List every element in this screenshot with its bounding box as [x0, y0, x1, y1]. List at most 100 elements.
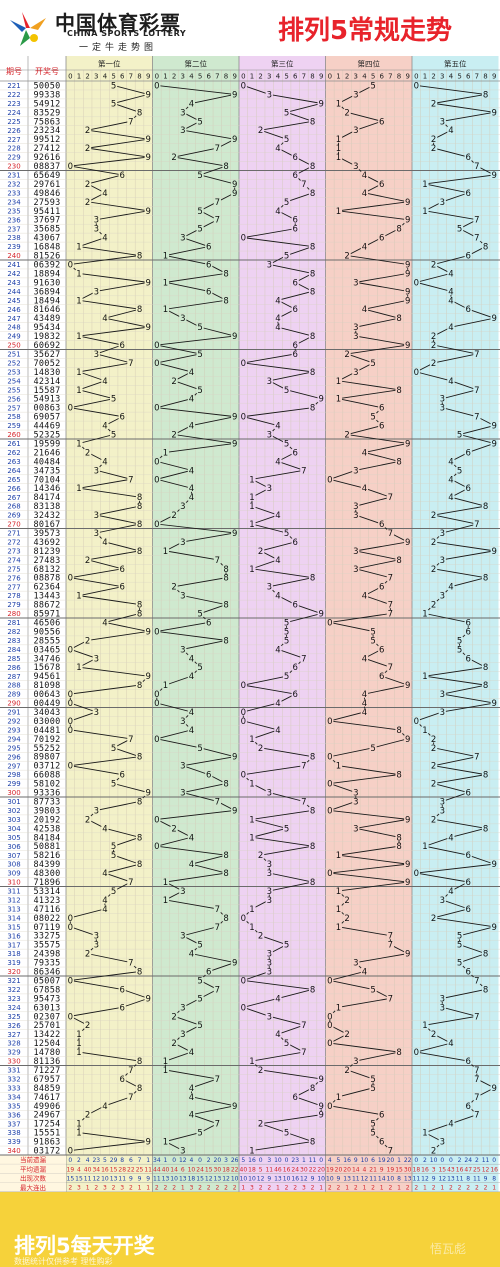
digit-marker: 4 [102, 896, 107, 906]
digit-marker: 5 [284, 627, 289, 637]
digit-marker: 3 [94, 466, 99, 476]
digit-marker-bg [291, 538, 299, 546]
stats-value: 10 [283, 1176, 291, 1183]
digit-marker-bg [369, 1129, 377, 1137]
digit-marker: 8 [223, 914, 228, 924]
digit-marker: 1 [76, 368, 81, 378]
digit-marker: 9 [405, 296, 410, 306]
digit-marker-bg [447, 126, 455, 134]
digit-marker: 9 [232, 90, 237, 100]
digit-marker: 9 [145, 789, 150, 799]
issue-number: 337 [7, 1120, 20, 1128]
digit-marker: 7 [474, 1066, 479, 1076]
digit-marker: 4 [275, 592, 280, 602]
stats-value: 2 [311, 1185, 315, 1192]
digit-marker-bg [404, 341, 412, 349]
digit-marker-bg [239, 708, 247, 716]
digit-marker: 5 [197, 207, 202, 217]
digit-marker-bg [395, 225, 403, 233]
digit-marker-bg [265, 788, 273, 797]
digit-marker: 5 [284, 439, 289, 449]
digit-marker-bg [308, 287, 317, 295]
stats-value: 20 [214, 1157, 222, 1164]
digit-marker-bg [300, 466, 308, 474]
draw-number: 94561 [33, 672, 60, 682]
digit-marker: 1 [249, 502, 254, 512]
issue-number: 236 [7, 216, 21, 224]
digit-marker: 5 [370, 627, 375, 637]
digit-marker-bg [430, 779, 438, 788]
digit-marker: 7 [474, 413, 479, 423]
digit-marker: 6 [293, 153, 298, 163]
digit-marker: 1 [336, 762, 341, 772]
digit-marker-bg [395, 726, 403, 734]
digit-marker: 4 [448, 457, 453, 467]
digit-marker-bg [455, 466, 464, 474]
stats-label: 平均遗漏 [20, 1164, 47, 1173]
digit-marker-bg [490, 108, 498, 116]
stats-value: 3 [120, 1185, 124, 1192]
stats-value: 1 [146, 1185, 150, 1192]
digit-marker-bg [109, 81, 118, 90]
digit-marker-bg [75, 1120, 83, 1128]
digit-marker: 9 [491, 439, 496, 449]
digit-marker: 1 [336, 887, 341, 897]
issue-column-background [0, 56, 66, 1192]
digit-marker: 2 [171, 431, 176, 441]
digit-marker-bg [490, 1084, 498, 1092]
digit-marker-bg [153, 842, 161, 850]
digit-marker: 5 [457, 431, 462, 441]
digit-marker-bg [196, 350, 204, 358]
digit-marker-bg [360, 690, 369, 698]
digit-marker: 2 [171, 1012, 176, 1022]
digit-marker-bg [101, 824, 109, 832]
digit-marker-bg [135, 251, 144, 260]
digit-marker: 2 [431, 744, 436, 754]
digit-marker-bg [196, 323, 204, 331]
draw-number: 54913 [33, 395, 60, 405]
stats-value: 13 [447, 1176, 455, 1183]
digit-marker-bg [395, 771, 403, 779]
digit-marker: 6 [293, 538, 298, 548]
issue-number: 234 [7, 198, 21, 206]
digit-marker: 4 [102, 189, 107, 199]
digit-marker-bg [352, 547, 360, 555]
digit-marker-bg [317, 1075, 325, 1083]
stats-value: 1 [492, 1185, 496, 1192]
issue-number: 334 [7, 1093, 21, 1101]
draw-number: 80167 [33, 520, 60, 530]
stats-value: 8 [466, 1176, 470, 1183]
digit-marker-bg [300, 1048, 308, 1056]
digit-marker: 9 [405, 860, 410, 870]
draw-number: 35627 [33, 350, 60, 360]
stats-value: 11 [473, 1176, 481, 1183]
digit-marker-bg [352, 368, 360, 376]
stats-value: 2 [94, 1185, 98, 1192]
digit-marker: 2 [431, 780, 436, 790]
digit-marker: 8 [137, 610, 142, 620]
stats-value: 40 [240, 1166, 248, 1173]
digit-marker-bg [360, 189, 369, 197]
issue-number: 338 [7, 1129, 20, 1137]
digit-marker: 3 [180, 932, 185, 942]
digit-marker-bg [308, 162, 317, 170]
digit-header: 9 [232, 73, 236, 81]
digit-marker-bg [447, 475, 455, 483]
digit-marker-bg [187, 672, 196, 680]
stats-value: 2 [233, 1185, 237, 1192]
digit-marker-bg [291, 153, 299, 161]
stats-value: 5 [241, 1157, 245, 1164]
digit-marker-bg [438, 395, 446, 403]
digit-marker: 6 [120, 985, 125, 995]
digit-marker-bg [378, 180, 386, 188]
digit-marker-bg [412, 278, 420, 286]
position-header: 第三位 [271, 59, 294, 69]
digit-header: 6 [466, 73, 471, 81]
digit-header: 7 [302, 73, 306, 81]
digit-marker: 1 [163, 448, 168, 458]
draw-number: 18894 [33, 269, 60, 279]
digit-marker: 9 [405, 198, 410, 208]
digit-marker-bg [248, 493, 256, 501]
digit-marker-bg [84, 448, 92, 457]
digit-marker: 3 [267, 887, 272, 897]
